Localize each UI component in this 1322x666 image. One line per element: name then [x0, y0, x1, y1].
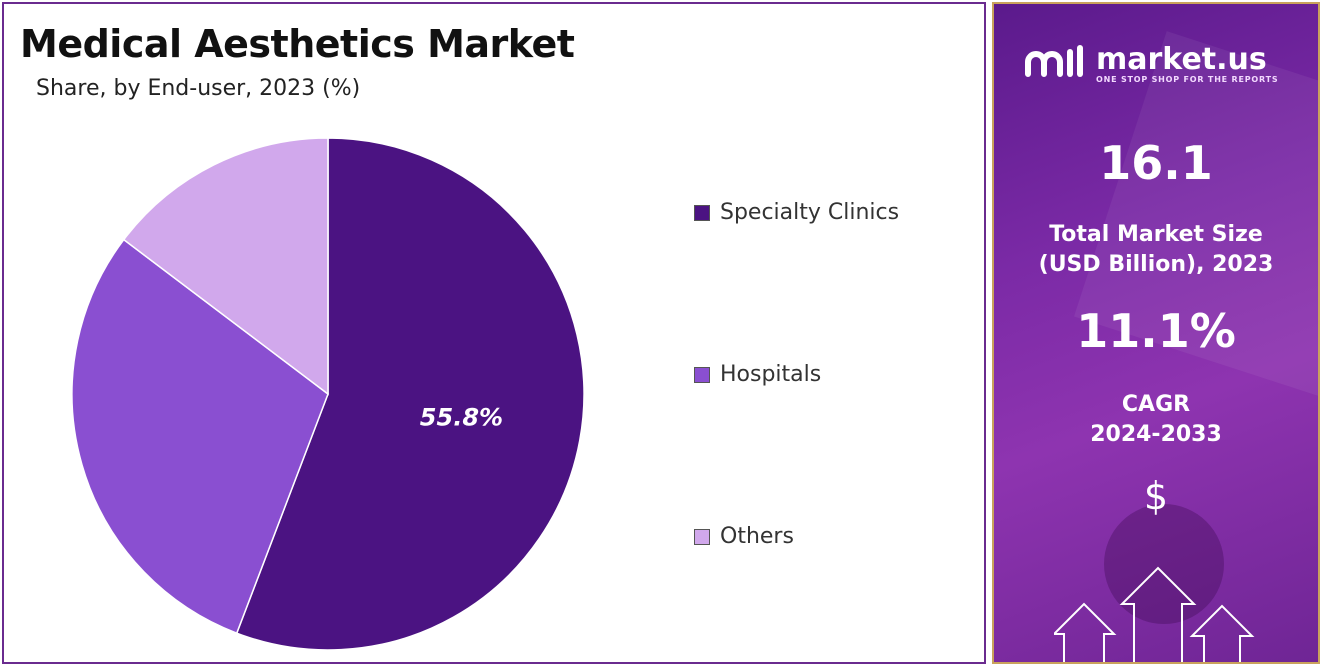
- legend-swatch-specialty-clinics: [694, 204, 710, 221]
- chart-subtitle: Share, by End-user, 2023 (%): [36, 76, 361, 101]
- dollar-icon: $: [1143, 474, 1169, 518]
- cagr-value: 11.1%: [1076, 304, 1236, 358]
- growth-arrows-icon: [1054, 566, 1255, 662]
- chart-title: Medical Aesthetics Market: [20, 22, 575, 66]
- legend: Specialty Clinics Hospitals Others: [694, 4, 974, 662]
- legend-item-hospitals: Hospitals: [694, 362, 821, 387]
- market-us-logo-icon: [1025, 45, 1083, 77]
- cagr-period: 2024-2033: [1090, 422, 1222, 447]
- cagr-label: CAGR: [1121, 392, 1191, 417]
- pie-data-label: 55.8%: [420, 404, 503, 432]
- legend-swatch-hospitals: [694, 366, 710, 383]
- legend-label: Others: [720, 524, 794, 549]
- legend-item-specialty-clinics: Specialty Clinics: [694, 200, 899, 225]
- summary-panel: market.us ONE STOP SHOP FOR THE REPORTS …: [992, 2, 1320, 664]
- legend-swatch-others: [694, 528, 710, 545]
- market-size-value: 16.1: [1099, 136, 1213, 190]
- brand-logo: market.us ONE STOP SHOP FOR THE REPORTS: [1024, 44, 1278, 84]
- market-size-label-line2: (USD Billion), 2023: [1038, 252, 1274, 277]
- pie-slice-specialty-clinics: [235, 137, 585, 651]
- legend-item-others: Others: [694, 524, 794, 549]
- pie-chart: 55.8%: [68, 134, 588, 654]
- chart-panel: Medical Aesthetics Market Share, by End-…: [2, 2, 986, 664]
- market-size-label-line1: Total Market Size: [1049, 222, 1263, 247]
- pie-slice-hospitals: [71, 238, 329, 635]
- brand-name: market.us: [1096, 41, 1267, 77]
- pie-chart-svg: 55.8%: [71, 137, 585, 651]
- brand-tagline: ONE STOP SHOP FOR THE REPORTS: [1096, 74, 1279, 84]
- legend-label: Specialty Clinics: [720, 200, 900, 225]
- pie-slice-others: [122, 137, 329, 396]
- legend-label: Hospitals: [720, 362, 822, 387]
